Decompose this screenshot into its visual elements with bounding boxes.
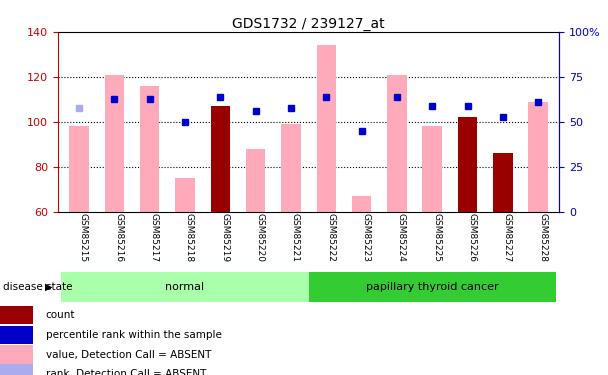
Text: GSM85218: GSM85218 [185,213,194,262]
Bar [0,306,33,324]
Bar [105,75,124,212]
Bar [0,364,33,375]
Bar [0,326,33,344]
Text: value, Detection Call = ABSENT: value, Detection Call = ABSENT [46,350,211,360]
Text: count: count [46,310,75,320]
Bar [317,45,336,212]
Bar [61,272,308,302]
Bar [210,106,230,212]
Title: GDS1732 / 239127_at: GDS1732 / 239127_at [232,17,385,31]
Text: GSM85219: GSM85219 [220,213,229,262]
Bar [387,75,407,212]
Text: GSM85228: GSM85228 [538,213,547,262]
Bar [175,178,195,212]
Text: disease state: disease state [3,282,72,292]
Text: GSM85222: GSM85222 [326,213,335,262]
Bar [0,345,33,364]
Text: GSM85226: GSM85226 [468,213,477,262]
Bar [281,124,300,212]
Text: GSM85215: GSM85215 [79,213,88,262]
Text: GSM85217: GSM85217 [150,213,159,262]
Text: GSM85216: GSM85216 [114,213,123,262]
Text: GSM85221: GSM85221 [291,213,300,262]
Bar [69,126,89,212]
Text: GSM85223: GSM85223 [362,213,370,262]
Text: GSM85225: GSM85225 [432,213,441,262]
Text: GSM85220: GSM85220 [255,213,264,262]
Text: papillary thyroid cancer: papillary thyroid cancer [366,282,499,292]
Bar [140,86,159,212]
Bar [423,126,442,212]
Bar [246,149,265,212]
Text: ▶: ▶ [45,282,52,292]
Text: GSM85224: GSM85224 [397,213,406,262]
Text: normal: normal [165,282,204,292]
Bar [308,272,556,302]
Bar [458,117,477,212]
Bar [528,102,548,212]
Bar [352,196,371,212]
Text: rank, Detection Call = ABSENT: rank, Detection Call = ABSENT [46,369,206,375]
Text: percentile rank within the sample: percentile rank within the sample [46,330,221,340]
Text: GSM85227: GSM85227 [503,213,512,262]
Bar [493,153,513,212]
